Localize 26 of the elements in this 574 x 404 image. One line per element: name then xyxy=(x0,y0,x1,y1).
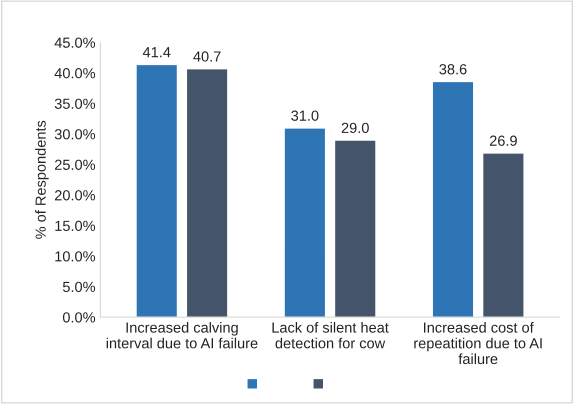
data-label: 31.0 xyxy=(291,110,318,121)
y-tick-label: 5.0% xyxy=(62,282,96,292)
y-tick-label: 10.0% xyxy=(55,251,96,262)
y-tick-label: 40.0% xyxy=(54,68,96,78)
y-tick-label: 15.0% xyxy=(55,220,96,231)
y-tick-label: 45.0% xyxy=(54,38,96,48)
y-tick-label: 25.0% xyxy=(54,160,96,170)
bar xyxy=(482,152,525,318)
y-axis-title: % of Respondents xyxy=(35,120,49,239)
y-tick-label: 20.0% xyxy=(54,190,96,200)
bar xyxy=(186,68,229,318)
data-label: 40.7 xyxy=(193,51,221,62)
data-label: 26.9 xyxy=(490,136,517,146)
bar xyxy=(334,139,377,318)
x-tick-label: Increased cost of repeatition due to AI failure xyxy=(414,322,542,364)
data-label: 38.6 xyxy=(439,64,467,74)
x-tick-label: Lack of silent heat detection for cow xyxy=(272,322,389,348)
bar xyxy=(432,80,474,318)
y-tick-label: 0.0% xyxy=(62,312,96,323)
bar xyxy=(283,127,326,318)
y-tick-label: 35.0% xyxy=(54,98,96,109)
x-tick-label: Increased calving interval due to AI failure xyxy=(106,322,258,348)
y-tick-label: 30.0% xyxy=(54,129,96,140)
data-label: 41.4 xyxy=(142,47,171,58)
data-label: 29.0 xyxy=(342,122,369,134)
bar xyxy=(135,64,178,318)
